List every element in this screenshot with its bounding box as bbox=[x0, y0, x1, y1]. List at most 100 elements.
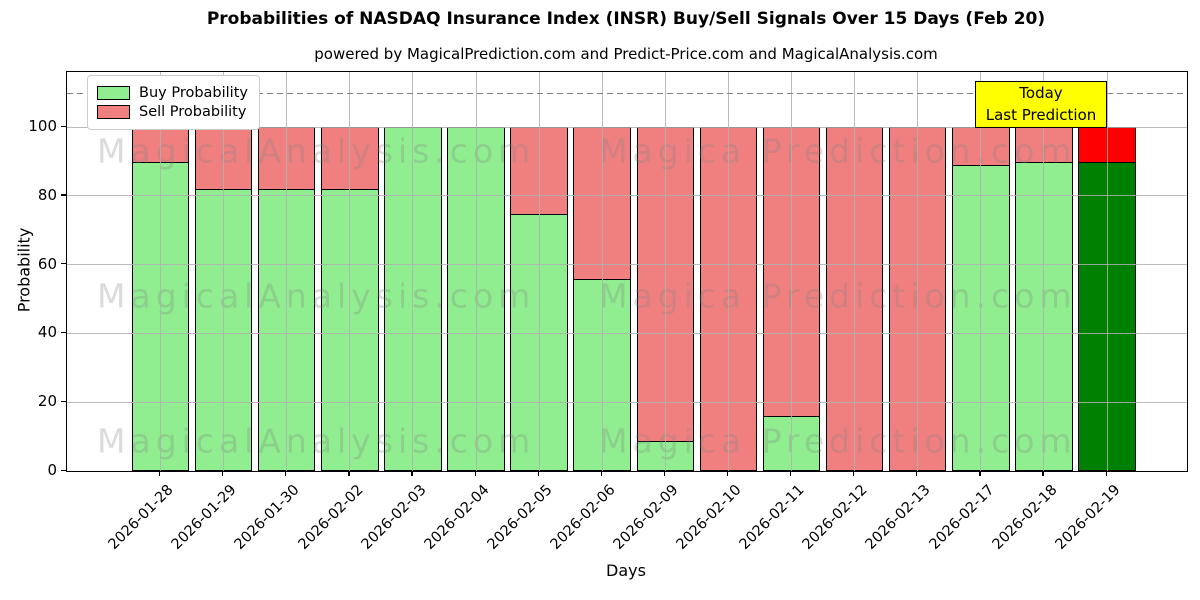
y-tick-label: 60 bbox=[37, 254, 57, 273]
y-tick-label: 40 bbox=[37, 323, 57, 342]
sell-bar-2026-02-19 bbox=[1078, 127, 1136, 163]
watermark-text: MagicalAnalysis.com bbox=[97, 276, 536, 316]
sell-bar-2026-01-29 bbox=[194, 127, 253, 191]
x-tick-mark bbox=[285, 471, 287, 476]
watermark-text: Magica Prediction.com bbox=[599, 276, 1077, 316]
vertical-gridline bbox=[538, 72, 540, 471]
x-tick-label: 2026-02-18 bbox=[989, 482, 1061, 553]
x-tick-label: 2026-02-17 bbox=[926, 482, 998, 553]
y-tick-label: 80 bbox=[37, 185, 57, 204]
buy-bar-2026-02-19 bbox=[1078, 161, 1136, 471]
buy-bar-2026-02-04 bbox=[447, 127, 505, 471]
vertical-gridline bbox=[854, 72, 856, 471]
vertical-gridline bbox=[1043, 72, 1045, 471]
y-tick-mark bbox=[61, 125, 66, 127]
vertical-gridline bbox=[223, 72, 225, 471]
watermark-text: Magica Prediction.com bbox=[599, 131, 1077, 171]
y-tick-mark bbox=[61, 263, 66, 265]
x-tick-label: 2026-02-11 bbox=[736, 482, 808, 553]
x-tick-mark bbox=[1042, 471, 1044, 476]
grid-layer bbox=[67, 72, 1187, 471]
vertical-gridline bbox=[349, 72, 351, 471]
today-annotation-line2: Last Prediction bbox=[985, 105, 1097, 124]
y-tick-label: 100 bbox=[28, 117, 57, 136]
sell-bar-2026-02-02 bbox=[321, 127, 379, 191]
watermark-text: MagicalAnalysis.com bbox=[97, 421, 536, 461]
y-tick-mark bbox=[61, 194, 66, 196]
x-tick-label: 2026-02-09 bbox=[610, 482, 682, 553]
watermark-text: MagicalAnalysis.com bbox=[97, 131, 536, 171]
x-tick-mark bbox=[663, 471, 666, 476]
sell-bar-2026-02-09 bbox=[636, 127, 695, 442]
x-tick-label: 2026-01-28 bbox=[105, 482, 177, 553]
x-tick-label: 2026-02-13 bbox=[863, 482, 935, 553]
sell-bar-2026-02-06 bbox=[573, 127, 631, 280]
y-tick-mark bbox=[61, 331, 66, 334]
horizontal-gridline bbox=[67, 264, 1187, 266]
sell-bar-2026-02-11 bbox=[762, 127, 821, 418]
bars-layer bbox=[67, 72, 1187, 471]
sell-bar-2026-02-10 bbox=[699, 127, 758, 471]
horizontal-gridline bbox=[67, 332, 1187, 334]
vertical-gridline bbox=[286, 72, 288, 471]
y-tick-mark bbox=[61, 400, 66, 402]
buy-bar-2026-02-09 bbox=[636, 440, 695, 471]
sell-bar-2026-02-18 bbox=[1015, 127, 1073, 163]
legend: Buy Probability Sell Probability bbox=[87, 75, 260, 130]
legend-label-buy: Buy Probability bbox=[139, 85, 248, 101]
buy-bar-2026-01-29 bbox=[194, 188, 253, 471]
buy-bar-2026-02-02 bbox=[321, 188, 379, 471]
x-tick-mark bbox=[411, 471, 413, 476]
watermark-layer: MagicalAnalysis.com Magica Prediction.com… bbox=[67, 72, 1187, 471]
x-tick-mark bbox=[1105, 471, 1107, 476]
x-tick-mark bbox=[474, 471, 476, 476]
x-tick-mark bbox=[537, 471, 539, 476]
horizontal-gridline bbox=[67, 401, 1187, 403]
legend-label-sell: Sell Probability bbox=[139, 103, 247, 120]
buy-bar-2026-01-30 bbox=[257, 188, 316, 471]
x-tick-label: 2026-01-30 bbox=[232, 482, 304, 553]
vertical-gridline bbox=[1106, 72, 1108, 471]
horizontal-gridline bbox=[67, 195, 1187, 197]
y-tick-label: 20 bbox=[37, 392, 57, 411]
chart-title: Probabilities of NASDAQ Insurance Index … bbox=[206, 9, 1046, 29]
vertical-gridline bbox=[412, 72, 414, 471]
x-tick-label: 2026-02-04 bbox=[421, 482, 493, 553]
x-tick-mark bbox=[159, 471, 161, 476]
sell-bar-2026-02-05 bbox=[510, 127, 568, 215]
x-tick-mark bbox=[222, 471, 224, 476]
plot-area: MagicalAnalysis.com Magica Prediction.com… bbox=[66, 71, 1188, 472]
buy-bar-2026-02-18 bbox=[1015, 161, 1073, 471]
x-tick-label: 2026-02-10 bbox=[673, 482, 745, 553]
vertical-gridline bbox=[980, 72, 982, 471]
sell-bar-2026-02-12 bbox=[825, 127, 884, 471]
x-tick-mark bbox=[790, 471, 792, 476]
buy-swatch-icon bbox=[97, 86, 130, 101]
buy-bar-2026-02-11 bbox=[762, 415, 821, 471]
vertical-gridline bbox=[475, 72, 477, 471]
x-axis-label: Days bbox=[606, 561, 646, 580]
x-tick-label: 2026-02-03 bbox=[358, 482, 430, 553]
sell-bar-2026-02-17 bbox=[952, 127, 1010, 167]
sell-swatch-icon bbox=[97, 104, 130, 119]
watermark-text: Magica Prediction.com bbox=[599, 421, 1077, 461]
sell-bar-2026-01-30 bbox=[257, 127, 316, 191]
vertical-gridline bbox=[727, 72, 729, 471]
buy-bar-2026-02-17 bbox=[952, 164, 1010, 471]
x-tick-label: 2026-02-02 bbox=[295, 482, 367, 553]
buy-bar-2026-01-28 bbox=[131, 161, 190, 471]
y-tick-mark bbox=[61, 469, 66, 471]
x-tick-mark bbox=[853, 471, 855, 476]
y-tick-label: 0 bbox=[47, 461, 57, 479]
legend-item-buy: Buy Probability bbox=[97, 86, 248, 101]
legend-item-sell: Sell Probability bbox=[97, 103, 248, 120]
vertical-gridline bbox=[917, 72, 919, 471]
today-annotation: Today Last Prediction bbox=[975, 81, 1107, 128]
today-annotation-line1: Today bbox=[1019, 83, 1063, 102]
buy-bar-2026-02-06 bbox=[573, 278, 631, 471]
x-tick-mark bbox=[979, 471, 981, 476]
vertical-gridline bbox=[601, 72, 603, 471]
chart-subtitle: powered by MagicalPrediction.com and Pre… bbox=[314, 45, 938, 63]
buy-bar-2026-02-03 bbox=[384, 127, 442, 471]
